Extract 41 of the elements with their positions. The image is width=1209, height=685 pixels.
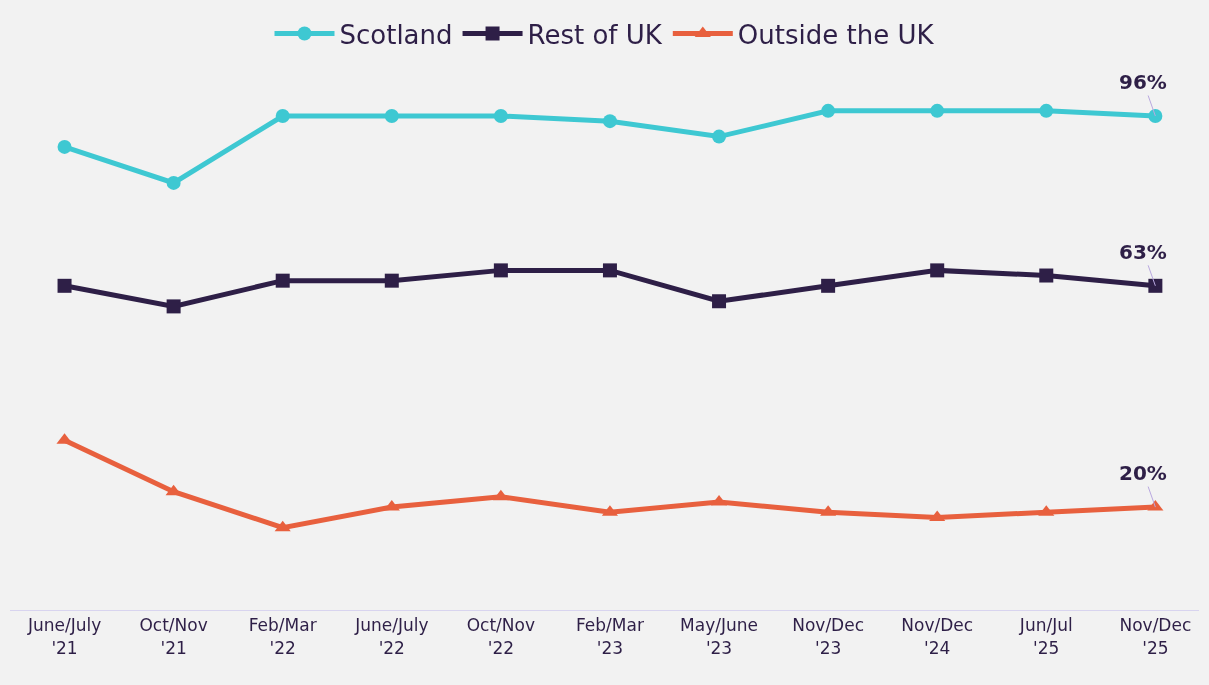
point bbox=[274, 520, 291, 532]
x-tick-label: June/July '22 bbox=[354, 615, 429, 658]
point bbox=[384, 109, 399, 123]
point bbox=[275, 273, 290, 288]
x-tick-label: Nov/Dec '24 bbox=[901, 615, 974, 658]
point bbox=[57, 278, 72, 293]
point bbox=[384, 273, 399, 288]
data-label: 96% bbox=[1119, 70, 1167, 94]
point bbox=[930, 103, 945, 118]
point bbox=[493, 109, 508, 123]
point bbox=[602, 114, 617, 129]
point bbox=[492, 489, 509, 501]
legend-label: Rest of UK bbox=[527, 19, 663, 50]
point bbox=[1039, 268, 1054, 283]
point bbox=[602, 263, 617, 278]
point bbox=[275, 109, 290, 123]
x-tick-label: May/June '23 bbox=[680, 615, 758, 658]
point bbox=[1148, 109, 1163, 123]
point bbox=[166, 175, 181, 190]
data-label: 20% bbox=[1119, 461, 1167, 485]
point bbox=[712, 129, 727, 144]
point bbox=[1039, 103, 1054, 118]
point bbox=[166, 299, 181, 314]
x-tick-label: June/July '21 bbox=[26, 615, 102, 658]
point bbox=[930, 263, 945, 278]
legend-label: Scotland bbox=[339, 19, 453, 50]
legend-label: Outside the UK bbox=[737, 19, 935, 50]
x-tick-label: Oct/Nov '21 bbox=[139, 615, 208, 658]
data-label: 63% bbox=[1119, 240, 1167, 264]
x-tick-label: Nov/Dec '23 bbox=[792, 615, 865, 658]
point bbox=[712, 294, 727, 309]
point bbox=[821, 103, 836, 118]
point bbox=[57, 139, 72, 154]
x-tick-label: Nov/Dec '25 bbox=[1119, 615, 1192, 658]
point bbox=[1148, 278, 1163, 293]
x-tick-label: Feb/Mar '22 bbox=[248, 615, 317, 658]
x-tick-label: Oct/Nov '22 bbox=[466, 615, 536, 658]
point bbox=[493, 263, 508, 278]
x-tick-label: Jun/Jul '25 bbox=[1018, 615, 1073, 658]
point bbox=[821, 278, 836, 293]
x-tick-label: Feb/Mar '23 bbox=[576, 615, 644, 658]
